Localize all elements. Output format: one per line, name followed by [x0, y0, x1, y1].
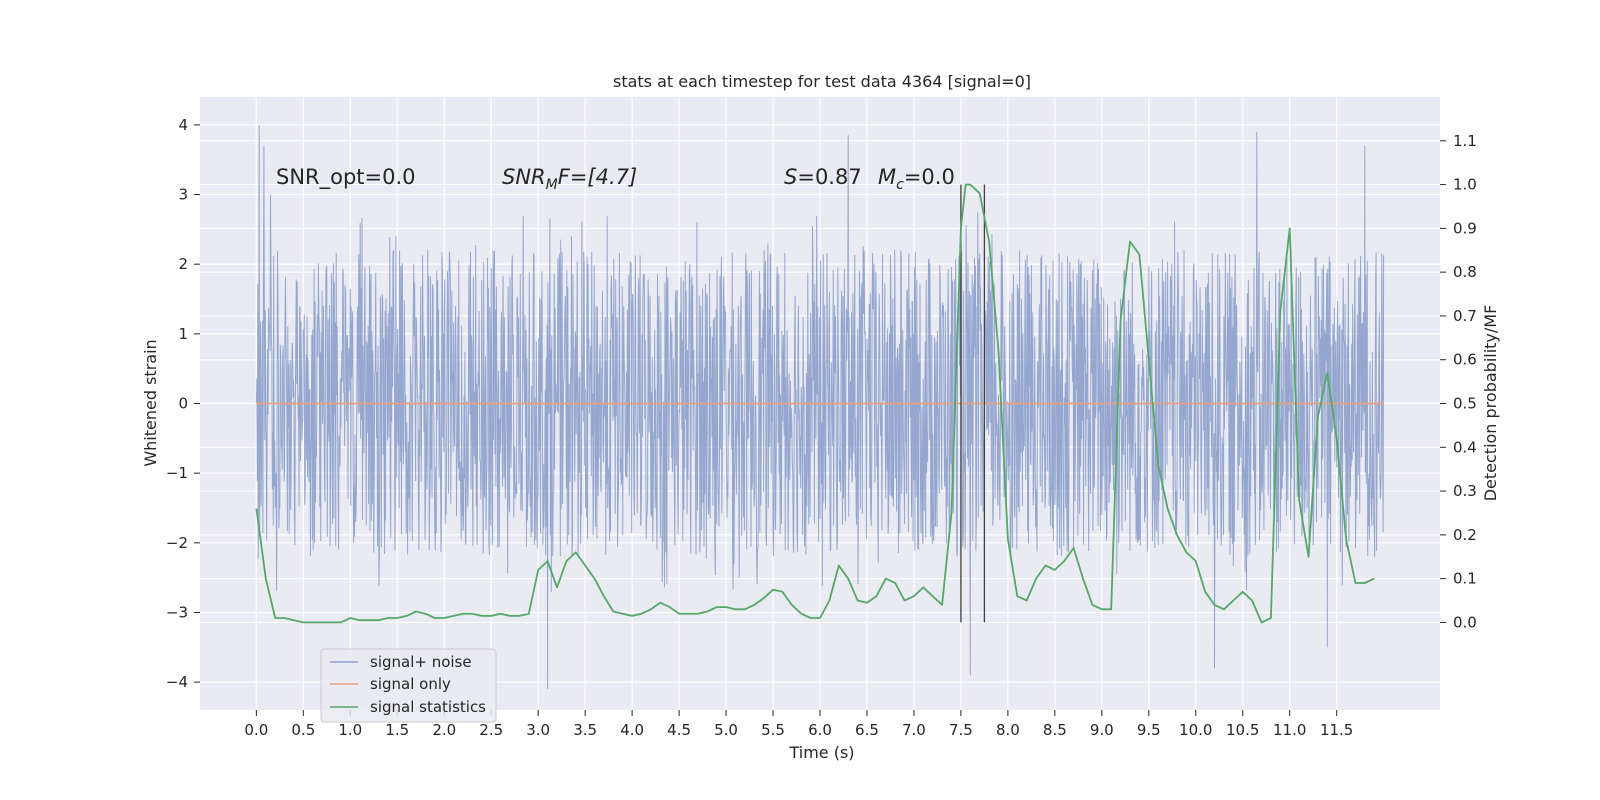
- x-tick-label: 0.5: [291, 721, 315, 739]
- right-tick-label: 0.3: [1453, 482, 1477, 500]
- right-tick-label: 0.4: [1453, 438, 1477, 456]
- right-tick-label: 0.1: [1453, 570, 1477, 588]
- x-tick-label: 5.0: [714, 721, 738, 739]
- x-tick-label: 4.5: [667, 721, 691, 739]
- right-tick-label: 1.0: [1453, 176, 1477, 194]
- right-tick-label: 0.9: [1453, 219, 1477, 237]
- right-axis-ticks: 1.1 1.0 0.9 0.8 0.7 0.6 0.5 0.4 0.3 0.2 0.1 0.0: [1440, 132, 1477, 631]
- right-tick-label: 0.7: [1453, 307, 1477, 325]
- annotation-snr-mf-tail: F=[4.7]: [558, 165, 637, 189]
- signal-noise-series: [255, 124, 1385, 690]
- signal-noise-line: [255, 124, 1385, 690]
- legend-label-signal-statistics: signal statistics: [370, 698, 486, 716]
- signal-statistics-line: [255, 183, 1375, 624]
- right-tick-label: 0.5: [1453, 395, 1477, 413]
- annotation-mc-label: M: [878, 165, 896, 189]
- x-tick-label: 5.5: [761, 721, 785, 739]
- y-tick-label: 0: [178, 395, 188, 413]
- right-tick-label: 0.8: [1453, 263, 1477, 281]
- annotation-snr-mf: SNRMF=[4.7]: [502, 165, 637, 193]
- x-tick-label: 10.0: [1179, 721, 1212, 739]
- annotation-mc-sub: c: [896, 177, 904, 193]
- y-tick-label: −2: [166, 534, 188, 552]
- annotation-s-value: =0.87: [797, 165, 861, 189]
- x-tick-label: 3.0: [526, 721, 550, 739]
- threshold-lines: [960, 184, 986, 623]
- x-tick-label: 4.0: [620, 721, 644, 739]
- x-tick-label: 10.5: [1226, 721, 1259, 739]
- x-tick-label: 7.5: [949, 721, 973, 739]
- chart-title: stats at each timestep for test data 436…: [613, 72, 1031, 91]
- legend-label-signal-only: signal only: [370, 675, 451, 693]
- annotation-mc-value: =0.0: [904, 165, 955, 189]
- right-tick-label: 1.1: [1453, 132, 1477, 150]
- right-tick-label: 0.2: [1453, 526, 1477, 544]
- y-tick-label: 4: [178, 116, 188, 134]
- x-tick-label: 8.0: [996, 721, 1020, 739]
- x-tick-label: 9.5: [1137, 721, 1161, 739]
- y-tick-label: −3: [166, 603, 188, 621]
- right-tick-label: 0.0: [1453, 613, 1477, 631]
- x-tick-label: 8.5: [1043, 721, 1067, 739]
- legend-label-signal-noise: signal+ noise: [370, 653, 472, 671]
- y-axis-ticks: 4 3 2 1 0 −1 −2 −3 −4: [166, 116, 200, 691]
- y-tick-label: 3: [178, 186, 188, 204]
- y-tick-label: −1: [166, 464, 188, 482]
- x-tick-label: 3.5: [573, 721, 597, 739]
- legend: signal+ noise signal only signal statist…: [320, 648, 497, 723]
- x-tick-label: 2.5: [479, 721, 503, 739]
- annotation-snr-opt: SNR_opt=0.0: [276, 165, 416, 190]
- right-tick-label: 0.6: [1453, 351, 1477, 369]
- x-tick-label: 1.5: [385, 721, 409, 739]
- x-tick-label: 1.0: [338, 721, 362, 739]
- signal-statistics-series: [255, 183, 1375, 624]
- x-tick-label: 11.5: [1320, 721, 1353, 739]
- x-axis-ticks: 0.0 0.5 1.0 1.5 2.0 2.5 3.0 3.5 4.0 4.5 5.0 5.5 6.0 6…: [244, 710, 1353, 739]
- y-axis-label: Whitened strain: [141, 339, 160, 466]
- legend-box: [320, 648, 497, 723]
- right-axis-label: Detection probability/MF: [1481, 305, 1500, 502]
- y-tick-label: 2: [178, 255, 188, 273]
- x-tick-label: 2.0: [432, 721, 456, 739]
- x-tick-label: 11.0: [1273, 721, 1306, 739]
- annotation-s: S=0.87: [784, 165, 862, 189]
- x-tick-label: 9.0: [1090, 721, 1114, 739]
- annotation-s-label: S: [784, 165, 797, 189]
- annotation-mc: Mc=0.0: [878, 165, 955, 193]
- x-axis-label: Time (s): [788, 743, 854, 762]
- annotation-snr-mf-main: SNR: [502, 165, 546, 189]
- y-tick-label: 1: [178, 325, 188, 343]
- annotation-snr-mf-sub: M: [546, 177, 558, 193]
- x-tick-label: 0.0: [244, 721, 268, 739]
- y-tick-label: −4: [166, 673, 188, 691]
- x-tick-label: 7.0: [902, 721, 926, 739]
- x-tick-label: 6.5: [855, 721, 879, 739]
- x-tick-label: 6.0: [808, 721, 832, 739]
